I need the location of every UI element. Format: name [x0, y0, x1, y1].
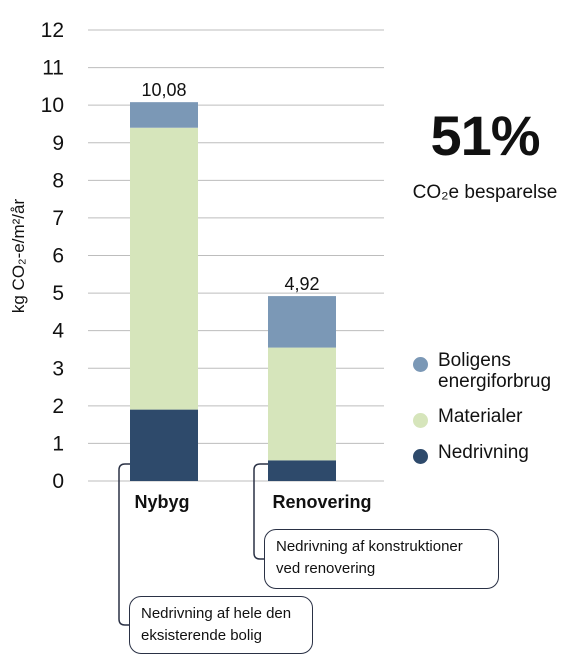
legend-label-demolition: Nedrivning — [438, 442, 529, 463]
legend-item-materials: Materialer — [413, 406, 586, 428]
bar-segment-nybyg-1 — [130, 127, 198, 410]
annotation-connector — [253, 463, 268, 560]
kpi-value: 51% — [430, 104, 540, 167]
y-tick-label: 8 — [52, 169, 64, 192]
y-tick-label: 0 — [52, 470, 64, 493]
y-tick-label: 6 — [52, 245, 64, 268]
legend-swatch-materials — [413, 413, 428, 428]
legend-label-energy: Boligens energiforbrug — [438, 350, 552, 392]
bar-segment-renovering-2 — [268, 296, 336, 348]
y-tick-label: 3 — [52, 357, 64, 380]
y-tick-label: 9 — [52, 132, 64, 155]
legend-swatch-demolition — [413, 449, 428, 464]
y-axis-label: kg CO₂-e/m²/år — [9, 199, 28, 314]
y-tick-label: 5 — [52, 282, 64, 305]
bar-segment-nybyg-2 — [130, 102, 198, 128]
y-tick-label: 7 — [52, 207, 64, 230]
y-tick-label: 1 — [52, 432, 64, 455]
y-tick-label: 4 — [52, 320, 64, 343]
y-tick-label: 11 — [42, 57, 64, 80]
y-tick-label: 10 — [41, 94, 64, 117]
annotation-callout-nybyg: Nedrivning af hele den eksisterende boli… — [129, 596, 313, 654]
bar-segment-renovering-1 — [268, 347, 336, 461]
category-label-nybyg: Nybyg — [134, 492, 190, 512]
y-tick-label: 2 — [52, 395, 64, 418]
annotation-connector — [118, 463, 130, 626]
y-tick-label: 12 — [41, 19, 64, 42]
bar-segment-nybyg-0 — [130, 409, 198, 481]
legend-label-materials: Materialer — [438, 406, 523, 427]
legend-item-energy: Boligens energiforbrug — [413, 350, 586, 392]
bar-segment-renovering-0 — [268, 460, 336, 481]
kpi-panel: 51% CO₂e besparelse — [395, 108, 575, 204]
total-label-renovering: 4,92 — [284, 274, 319, 294]
legend: Boligens energiforbrug Materialer Nedriv… — [413, 350, 586, 478]
legend-item-demolition: Nedrivning — [413, 442, 586, 464]
kpi-label: CO₂e besparelse — [412, 182, 558, 203]
category-label-renovering: Renovering — [272, 492, 372, 512]
total-label-nybyg: 10,08 — [141, 80, 186, 100]
annotation-callout-renovering: Nedrivning af konstruktioner ved renover… — [264, 529, 499, 589]
legend-swatch-energy — [413, 357, 428, 372]
